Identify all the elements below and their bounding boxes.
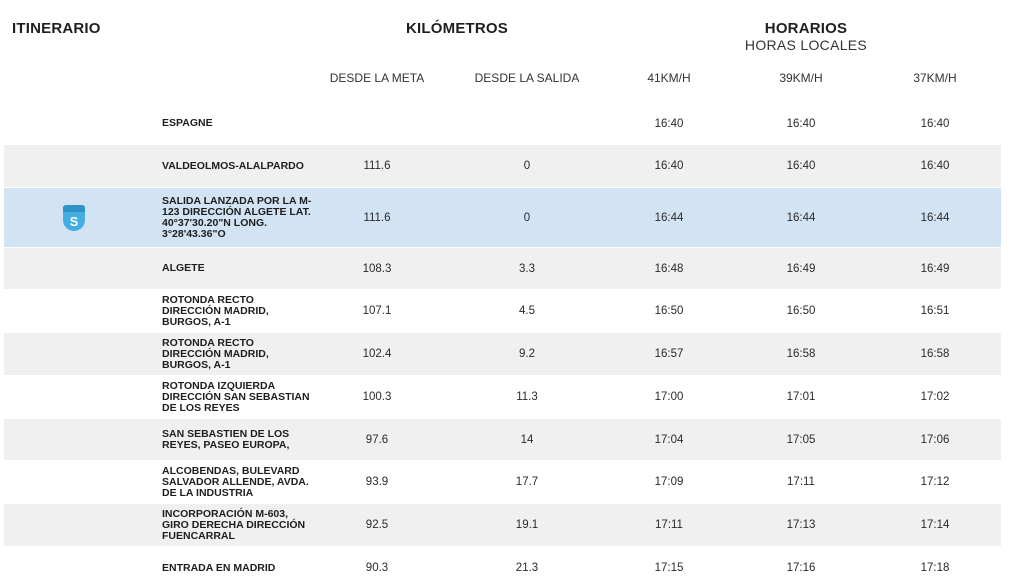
row-place: ROTONDA RECTO DIRECCIÓN MADRID, BURGOS, …	[162, 293, 269, 328]
table-row: INCORPORACIÓN M-603, GIRO DERECHA DIRECC…	[4, 504, 1001, 546]
row-desde-la-meta: 90.3	[365, 562, 389, 574]
row-place: INCORPORACIÓN M-603, GIRO DERECHA DIRECC…	[162, 507, 306, 542]
row-time-37kmh: 17:02	[920, 391, 950, 403]
header-kilometros: KILÓMETROS	[406, 20, 508, 37]
row-time-41kmh: 16:40	[654, 117, 684, 130]
row-time-37kmh: 16:58	[920, 348, 950, 360]
table-row: ALCOBENDAS, BULEVARD SALVADOR ALLENDE, A…	[4, 461, 1001, 503]
row-time-41kmh: 16:50	[654, 305, 684, 317]
row-time-39kmh: 17:13	[786, 519, 816, 531]
row-time-39kmh: 16:50	[786, 305, 816, 317]
row-desde-la-salida: 9.2	[519, 348, 535, 360]
row-time-39kmh: 16:44	[786, 211, 816, 224]
row-time-41kmh: 17:09	[654, 476, 684, 488]
row-time-39kmh: 16:58	[786, 348, 816, 360]
row-time-41kmh: 16:48	[654, 262, 684, 275]
row-desde-la-meta: 93.9	[365, 476, 389, 488]
table-row: ROTONDA RECTO DIRECCIÓN MADRID, BURGOS, …	[4, 290, 1001, 332]
row-time-37kmh: 16:40	[920, 160, 950, 172]
row-time-37kmh: 17:12	[920, 476, 950, 488]
row-desde-la-salida: 3.3	[519, 262, 535, 275]
table-row: ALGETE 108.3 3.3 16:48 16:49 16:49	[4, 248, 1001, 289]
header-horas-locales: HORAS LOCALES	[744, 37, 868, 53]
row-desde-la-meta: 107.1	[362, 305, 392, 317]
row-desde-la-salida: 14	[520, 433, 534, 446]
row-time-39kmh: 16:40	[786, 160, 816, 172]
row-place: ALCOBENDAS, BULEVARD SALVADOR ALLENDE, A…	[162, 464, 309, 499]
row-desde-la-meta	[317, 103, 437, 144]
row-place: SALIDA LANZADA POR LA M-123 DIRECCIÓN AL…	[162, 194, 312, 240]
row-desde-la-salida: 0	[523, 160, 531, 172]
row-desde-la-salida: 0	[523, 211, 531, 224]
row-place: ENTRADA EN MADRID	[162, 561, 276, 574]
column-39kmh: 39KM/H	[779, 71, 823, 85]
start-badge-icon: S	[63, 205, 85, 231]
row-time-41kmh: 17:11	[655, 519, 683, 531]
row-time-39kmh: 17:16	[786, 562, 816, 574]
row-time-41kmh: 17:04	[654, 433, 684, 446]
row-desde-la-meta: 100.3	[362, 391, 392, 403]
row-time-41kmh: 17:15	[654, 562, 684, 574]
row-place: ESPAGNE	[162, 117, 213, 129]
row-time-41kmh: 16:40	[654, 160, 684, 172]
column-desde-la-salida: DESDE LA SALIDA	[474, 71, 580, 85]
row-time-39kmh: 17:01	[786, 391, 816, 403]
column-desde-la-meta: DESDE LA META	[329, 71, 425, 85]
row-time-37kmh: 17:14	[920, 519, 950, 531]
table-row: ROTONDA IZQUIERDA DIRECCIÓN SAN SEBASTIA…	[4, 376, 1001, 418]
row-time-39kmh: 17:05	[786, 433, 816, 446]
table-row: ESPAGNE 16:40 16:40 16:40	[4, 103, 1001, 144]
column-41kmh: 41KM/H	[647, 71, 691, 85]
header-horarios: HORARIOS	[764, 20, 848, 37]
row-desde-la-meta: 92.5	[365, 519, 389, 531]
row-time-39kmh: 16:49	[786, 262, 816, 275]
row-place: SAN SEBASTIEN DE LOS REYES, PASEO EUROPA…	[162, 427, 290, 451]
row-time-37kmh: 16:49	[920, 262, 950, 275]
row-desde-la-salida: 21.3	[515, 562, 539, 574]
row-desde-la-salida: 4.5	[519, 305, 535, 317]
row-time-37kmh: 17:06	[920, 433, 950, 446]
row-desde-la-meta: 97.6	[365, 433, 389, 446]
row-time-37kmh: 16:44	[920, 211, 950, 224]
table-row: VALDEOLMOS-ALALPARDO 111.6 0 16:40 16:40 16:4…	[4, 145, 1001, 187]
row-desde-la-salida: 11.3	[516, 391, 538, 403]
row-place: ALGETE	[162, 262, 205, 274]
row-desde-la-salida: 19.1	[515, 519, 539, 531]
table-row: ENTRADA EN MADRID 90.3 21.3 17:15 17:16 17:18	[4, 550, 1001, 586]
row-time-39kmh: 16:40	[786, 117, 816, 130]
row-time-37kmh: 16:40	[920, 117, 950, 130]
row-time-37kmh: 17:18	[920, 562, 950, 574]
row-time-37kmh: 16:51	[920, 305, 950, 317]
table-row: ROTONDA RECTO DIRECCIÓN MADRID, BURGOS, …	[4, 333, 1001, 375]
row-time-41kmh: 17:00	[654, 391, 684, 403]
row-desde-la-meta: 111.6	[363, 160, 391, 172]
row-place: ROTONDA RECTO DIRECCIÓN MADRID, BURGOS, …	[162, 336, 269, 371]
row-place: ROTONDA IZQUIERDA DIRECCIÓN SAN SEBASTIA…	[162, 379, 310, 414]
row-desde-la-salida: 17.7	[515, 476, 539, 488]
table-row: S SALIDA LANZADA POR LA M-123 DIRECCIÓN A…	[4, 188, 1001, 247]
row-desde-la-salida	[467, 103, 587, 144]
row-time-41kmh: 16:57	[654, 348, 684, 360]
row-time-39kmh: 17:11	[787, 476, 815, 488]
header-itinerario: ITINERARIO	[12, 20, 101, 37]
row-desde-la-meta: 102.4	[362, 348, 392, 360]
column-37kmh: 37KM/H	[913, 71, 957, 85]
row-time-41kmh: 16:44	[654, 211, 684, 224]
row-desde-la-meta: 108.3	[362, 262, 392, 275]
row-place: VALDEOLMOS-ALALPARDO	[162, 159, 304, 172]
table-row: SAN SEBASTIEN DE LOS REYES, PASEO EUROPA…	[4, 419, 1001, 460]
row-desde-la-meta: 111.6	[363, 211, 391, 224]
